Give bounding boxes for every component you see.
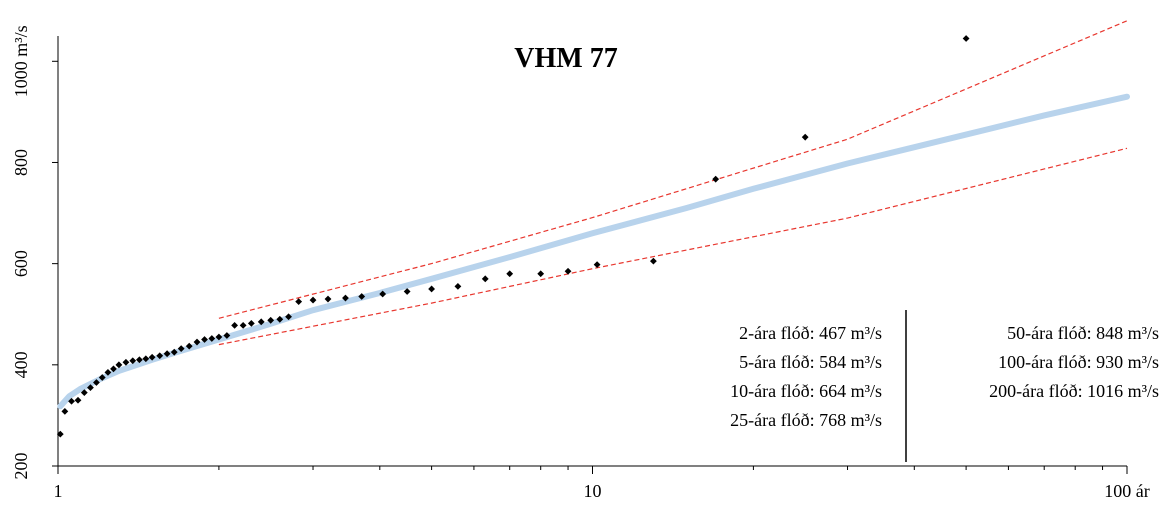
data-point [170, 348, 178, 356]
annotation-left-line: 2-ára flóð: 467 m³/s [739, 323, 882, 343]
x-minor-ticks [218, 466, 1104, 470]
annotation-left-line: 5-ára flóð: 584 m³/s [739, 352, 882, 372]
data-point [712, 175, 720, 183]
data-point [193, 338, 201, 346]
data-point [403, 288, 411, 295]
upper-bound-line [218, 20, 1128, 319]
axes [57, 36, 1127, 467]
data-point [267, 316, 275, 324]
data-point [93, 379, 100, 386]
y-tick-label: 1000 m³/s [11, 25, 31, 97]
data-point [74, 396, 82, 404]
observed-points [56, 35, 970, 438]
data-point [215, 333, 223, 341]
annotation-right-line: 50-ára flóð: 848 m³/s [1007, 323, 1159, 343]
fitted-curve-line [57, 93, 1130, 410]
lower-bound-line [218, 147, 1128, 346]
x-tick-label: 10 [584, 481, 602, 501]
data-point [68, 397, 75, 405]
annotation-left-line: 25-ára flóð: 768 m³/s [730, 410, 882, 430]
data-point [285, 313, 292, 321]
data-point [276, 315, 284, 323]
data-point [98, 374, 106, 381]
annotation-right-line: 200-ára flóð: 1016 m³/s [989, 381, 1159, 401]
data-point [801, 133, 809, 141]
data-point [56, 430, 64, 438]
data-point [148, 353, 156, 361]
data-point [379, 290, 387, 298]
data-point [129, 357, 137, 365]
data-point [87, 384, 94, 391]
x-tick-label: 100 ár [1104, 481, 1149, 501]
annotation-column-right: 50-ára flóð: 848 m³/s 100-ára flóð: 930 m… [989, 323, 1159, 401]
data-point [247, 319, 255, 327]
y-tick-label: 800 [11, 149, 31, 176]
data-point [309, 296, 317, 304]
data-point [115, 361, 123, 369]
data-point [358, 293, 366, 300]
fitted-curve [57, 93, 1130, 410]
data-point [142, 355, 150, 363]
data-point [135, 356, 143, 364]
data-point [185, 342, 193, 350]
annotation-column-left: 2-ára flóð: 467 m³/s 5-ára flóð: 584 m³/s… [730, 323, 882, 430]
data-point [564, 267, 572, 275]
data-point [110, 365, 117, 373]
chart-title: VHM 77 [514, 43, 617, 74]
data-point [593, 261, 601, 269]
data-point [324, 295, 332, 303]
data-point [61, 407, 69, 415]
data-point [80, 389, 88, 397]
data-point [156, 352, 164, 360]
confidence-bounds [218, 20, 1128, 346]
y-tick-label: 400 [11, 351, 31, 378]
data-point [201, 336, 208, 343]
y-tick-label: 200 [11, 453, 31, 480]
data-point [537, 270, 545, 278]
data-point [208, 335, 216, 342]
data-point [223, 332, 231, 339]
data-point [342, 294, 349, 302]
data-point [428, 285, 435, 293]
data-point [104, 369, 112, 376]
annotation-left-line: 10-ára flóð: 664 m³/s [730, 381, 882, 401]
data-point [454, 283, 462, 290]
y-ticks: 200 400 600 800 1000 m³/s [11, 25, 58, 480]
return-period-annotations: 2-ára flóð: 467 m³/s 5-ára flóð: 584 m³/s… [730, 310, 1159, 462]
data-point [231, 321, 239, 329]
data-point [481, 275, 489, 283]
data-point [122, 358, 130, 366]
data-point [506, 270, 514, 278]
data-point [163, 350, 171, 358]
data-point [650, 257, 657, 265]
data-point [239, 321, 247, 329]
data-point [257, 318, 265, 326]
x-tick-label: 1 [54, 481, 63, 501]
data-point [962, 35, 970, 42]
data-point [295, 298, 303, 305]
y-tick-label: 600 [11, 250, 31, 277]
data-point [177, 345, 185, 353]
x-ticks: 1 10 100 ár [54, 466, 1150, 501]
annotation-right-line: 100-ára flóð: 930 m³/s [998, 352, 1159, 372]
